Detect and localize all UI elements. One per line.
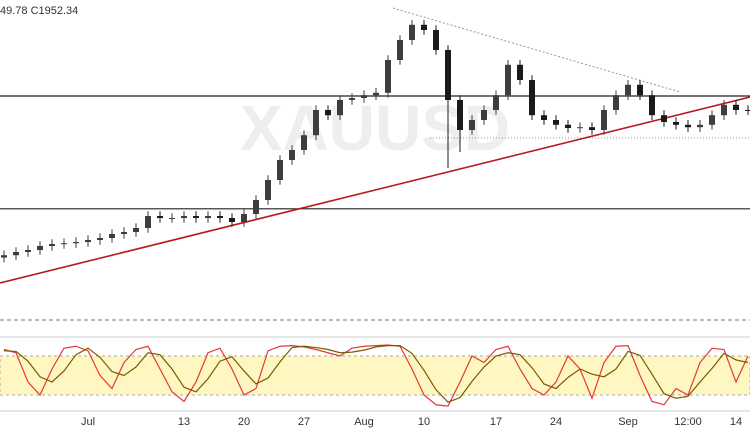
x-tick-label: Aug xyxy=(354,416,374,428)
candle-body xyxy=(265,180,271,200)
candle-body xyxy=(613,95,619,110)
candle-body xyxy=(505,64,511,96)
trend-line xyxy=(0,96,750,284)
x-tick-label: 14 xyxy=(730,416,742,428)
candle-body xyxy=(157,216,163,218)
candle-body xyxy=(289,150,295,160)
candle-body xyxy=(229,218,235,222)
candle-body xyxy=(337,100,343,116)
x-tick-label: Sep xyxy=(618,416,638,428)
candle-body xyxy=(385,60,391,93)
x-tick-label: 20 xyxy=(238,416,250,428)
candle-body xyxy=(469,120,475,130)
candle-body xyxy=(217,216,223,218)
candle-body xyxy=(649,95,655,116)
candle-body xyxy=(373,92,379,96)
ohlc-legend: 49.78 C1952.34 xyxy=(0,5,78,17)
candle-body xyxy=(325,110,331,116)
candle-body xyxy=(169,218,175,219)
stoch-line xyxy=(3,345,749,403)
candle-body xyxy=(313,110,319,136)
x-tick-label: 27 xyxy=(298,416,310,428)
candle-body xyxy=(685,124,691,128)
candle-body xyxy=(205,216,211,218)
candle-body xyxy=(193,216,199,218)
candle-body xyxy=(85,240,91,242)
candle-body xyxy=(109,234,115,238)
trend-line-upper xyxy=(392,7,681,93)
candle-body xyxy=(49,244,55,246)
candle-body xyxy=(25,250,31,252)
candle-body xyxy=(625,84,631,96)
candle-body xyxy=(1,255,7,258)
candle-body xyxy=(577,127,583,129)
candle-body xyxy=(61,243,67,245)
candle-body xyxy=(745,110,750,111)
candle-body xyxy=(421,24,427,30)
candle-body xyxy=(13,252,19,256)
candle-body xyxy=(181,216,187,218)
candle-body xyxy=(589,127,595,130)
x-tick-label: 10 xyxy=(418,416,430,428)
x-tick-label: 12:00 xyxy=(674,416,702,428)
candle-body xyxy=(481,110,487,120)
candle-body xyxy=(277,160,283,180)
candle-body xyxy=(409,24,415,40)
candle-body xyxy=(637,84,643,96)
watermark: XAUUSD xyxy=(240,92,510,164)
candle-body xyxy=(433,30,439,50)
x-tick-label: 24 xyxy=(550,416,562,428)
candle-body xyxy=(553,120,559,125)
x-tick-label: Jul xyxy=(81,416,95,428)
candle-body xyxy=(361,95,367,98)
candle-body xyxy=(97,238,103,240)
candle-body xyxy=(661,115,667,122)
candle-body xyxy=(601,110,607,130)
candle-body xyxy=(721,104,727,116)
candle-body xyxy=(253,200,259,214)
x-tick-label: 13 xyxy=(178,416,190,428)
candle-body xyxy=(301,135,307,150)
candle-body xyxy=(397,40,403,60)
stoch-line xyxy=(3,344,749,407)
candle-body xyxy=(145,216,151,228)
candle-body xyxy=(541,115,547,120)
x-tick-label: 17 xyxy=(490,416,502,428)
candle-body xyxy=(349,98,355,100)
candle-body xyxy=(493,95,499,110)
candle-body xyxy=(457,100,463,130)
candle-body xyxy=(241,214,247,222)
candle-body xyxy=(673,122,679,125)
candle-body xyxy=(517,64,523,80)
candle-body xyxy=(37,246,43,250)
candle-body xyxy=(565,124,571,128)
candle-body xyxy=(133,228,139,232)
stoch-band xyxy=(0,355,750,396)
candle-body xyxy=(709,115,715,125)
candle-body xyxy=(733,104,739,110)
candle-body xyxy=(73,242,79,244)
candle-body xyxy=(697,124,703,128)
candle-body xyxy=(445,50,451,100)
candle-body xyxy=(529,80,535,116)
candle-body xyxy=(121,232,127,234)
